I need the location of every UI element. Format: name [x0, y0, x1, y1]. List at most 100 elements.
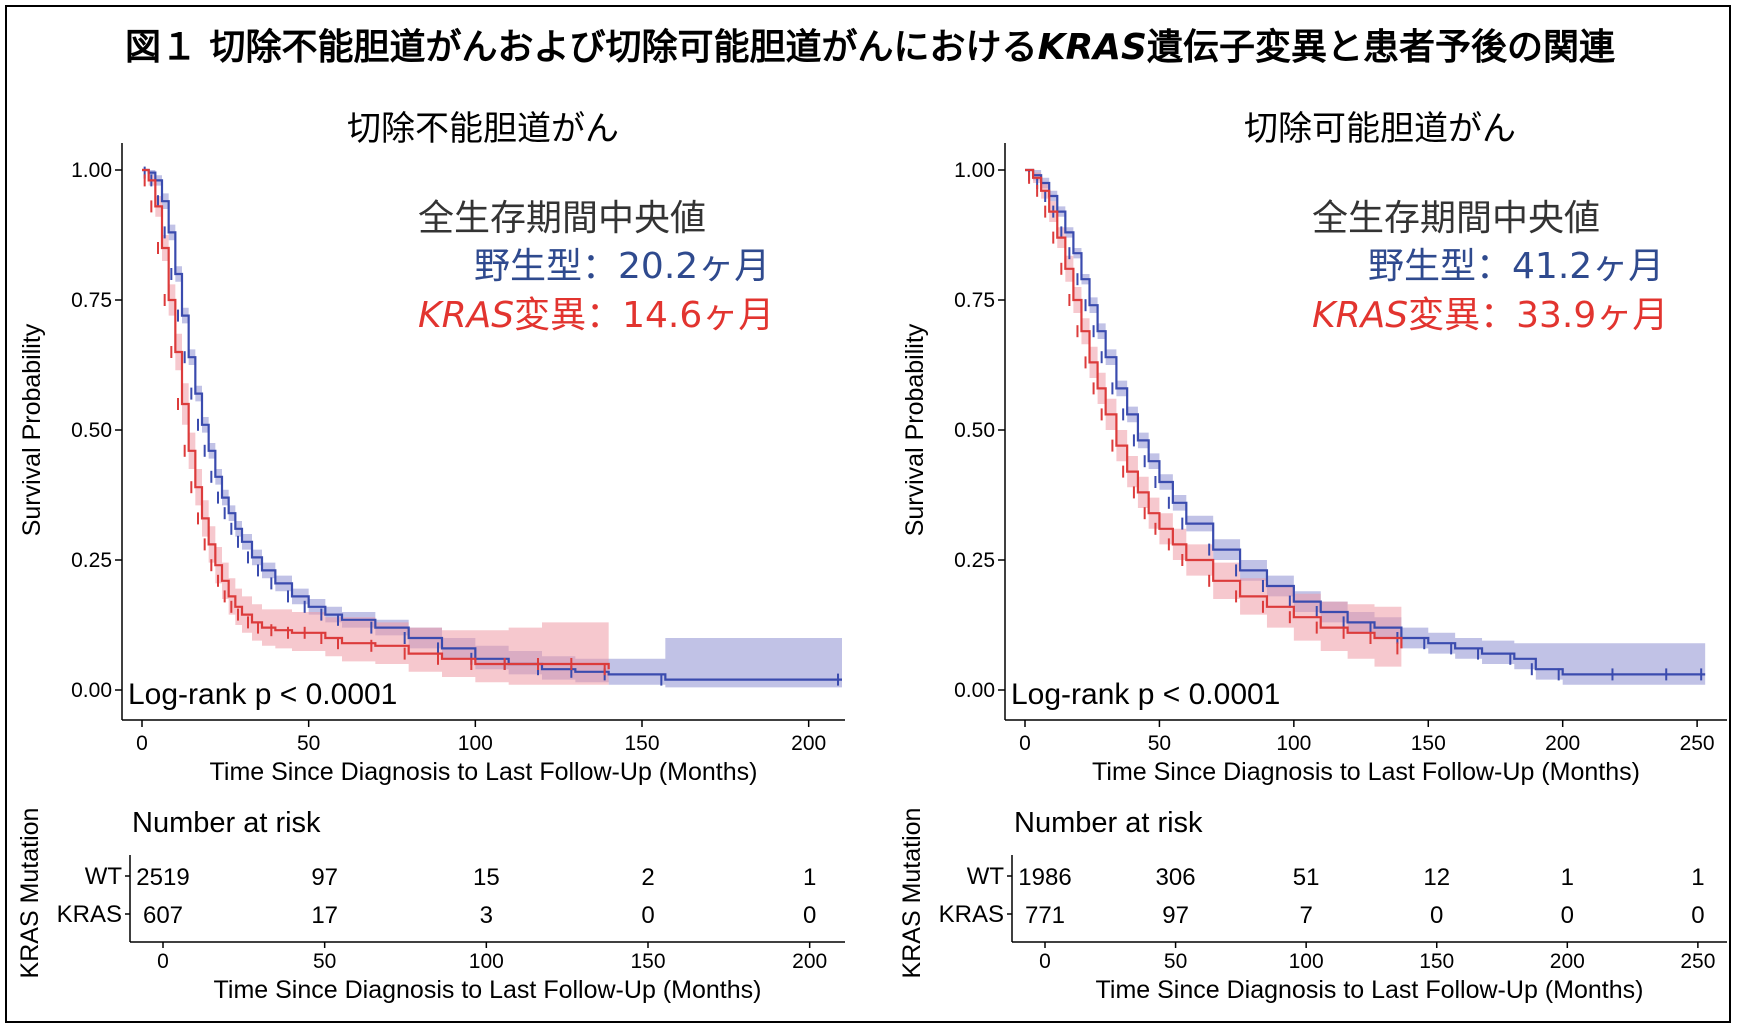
- risk-x-tick-label: 50: [1164, 950, 1187, 973]
- median-os-wt-label: 野生型: [474, 246, 582, 287]
- risk-x-tick-label: 100: [1289, 950, 1324, 973]
- figure-title-gene: KRAS: [1037, 27, 1147, 68]
- median-os-kras-gene: KRAS: [1312, 295, 1408, 336]
- y-tick-label: 0.50: [71, 419, 112, 442]
- risk-count: 7: [1299, 902, 1312, 929]
- x-tick-label: 0: [1019, 732, 1031, 755]
- risk-table-title: Number at risk: [1014, 807, 1203, 839]
- x-tick-label: 100: [1276, 732, 1311, 755]
- y-tick-label: 0.75: [954, 289, 995, 312]
- median-os-kras-value: ：14.6ヶ月: [586, 295, 774, 336]
- risk-side-label: KRAS Mutation: [16, 808, 44, 979]
- risk-count: 3: [480, 902, 493, 929]
- x-tick-label: 200: [791, 732, 826, 755]
- risk-row-label-kras: KRAS: [57, 901, 122, 928]
- x-axis-label: Time Since Diagnosis to Last Follow-Up (…: [1092, 758, 1640, 786]
- median-os-heading: 全生存期間中央値: [1312, 198, 1600, 239]
- x-tick-label: 150: [624, 732, 659, 755]
- risk-side-label: KRAS Mutation: [898, 808, 926, 979]
- risk-x-tick-label: 250: [1680, 950, 1715, 973]
- risk-x-tick-label: 200: [792, 950, 827, 973]
- risk-count: 0: [1561, 902, 1574, 929]
- risk-x-tick-label: 100: [469, 950, 504, 973]
- median-os-wt-value: ：20.2ヶ月: [582, 246, 770, 287]
- risk-count: 306: [1156, 864, 1196, 891]
- figure-frame: [5, 5, 1731, 1023]
- risk-count: 0: [803, 902, 816, 929]
- risk-count: 2: [641, 864, 654, 891]
- x-tick-label: 50: [1148, 732, 1171, 755]
- x-tick-label: 50: [297, 732, 320, 755]
- median-os-kras: KRAS変異：33.9ヶ月: [1312, 295, 1668, 336]
- risk-row-label-wt: WT: [967, 863, 1005, 890]
- risk-count: 12: [1423, 864, 1450, 891]
- risk-table-title: Number at risk: [132, 807, 321, 839]
- y-tick-label: 0.25: [71, 549, 112, 572]
- risk-table: Number at risk WT 2519 97 15 2 1 KRAS 607 17 3 0 0 0 5…: [16, 807, 845, 1004]
- risk-count: 1: [803, 864, 816, 891]
- ci-band-kras: [1025, 170, 1402, 675]
- risk-x-tick-label: 0: [1039, 950, 1051, 973]
- median-os-heading: 全生存期間中央値: [418, 198, 706, 239]
- risk-count: 607: [143, 902, 183, 929]
- log-rank-pvalue: Log-rank p < 0.0001: [128, 678, 397, 711]
- median-os-kras-suffix: 変異: [1408, 295, 1480, 336]
- risk-count: 771: [1025, 902, 1065, 929]
- y-tick-label: 0.25: [954, 549, 995, 572]
- median-os-wt: 野生型：41.2ヶ月: [1368, 246, 1664, 287]
- y-tick-label: 1.00: [954, 159, 995, 182]
- risk-table: Number at risk WT 1986 306 51 12 1 1 KRAS 771 97 7 0…: [898, 807, 1727, 1004]
- median-os-kras-gene: KRAS: [418, 295, 514, 336]
- risk-count: 97: [311, 864, 338, 891]
- ci-band-kras: [142, 170, 609, 688]
- y-tick-label: 0.00: [954, 679, 995, 702]
- median-os-wt-label: 野生型: [1368, 246, 1476, 287]
- y-tick-label: 0.00: [71, 679, 112, 702]
- x-tick-label: 0: [136, 732, 148, 755]
- median-os-kras: KRAS変異：14.6ヶ月: [418, 295, 774, 336]
- risk-x-axis-label: Time Since Diagnosis to Last Follow-Up (…: [214, 976, 762, 1004]
- median-os-kras-suffix: 変異: [514, 295, 586, 336]
- x-axis-label: Time Since Diagnosis to Last Follow-Up (…: [210, 758, 758, 786]
- median-os-wt: 野生型：20.2ヶ月: [474, 246, 770, 287]
- median-os-wt-value: ：41.2ヶ月: [1476, 246, 1664, 287]
- risk-x-tick-label: 150: [1419, 950, 1454, 973]
- risk-count: 1986: [1018, 864, 1071, 891]
- figure-title-prefix: 図１ 切除不能胆道がんおよび切除可能胆道がんにおける: [125, 27, 1038, 68]
- median-os-kras-value: ：33.9ヶ月: [1480, 295, 1668, 336]
- x-tick-label: 250: [1680, 732, 1715, 755]
- survival-curve-wt: [1025, 168, 1706, 676]
- x-tick-label: 150: [1411, 732, 1446, 755]
- figure-title-suffix: 遺伝子変異と患者予後の関連: [1146, 27, 1615, 68]
- panel-title: 切除可能胆道がん: [1244, 109, 1516, 149]
- risk-x-axis-label: Time Since Diagnosis to Last Follow-Up (…: [1096, 976, 1644, 1004]
- y-axis-label: Survival Probability: [18, 323, 46, 536]
- risk-count: 97: [1162, 902, 1189, 929]
- risk-row-label-kras: KRAS: [939, 901, 1004, 928]
- panel-title: 切除不能胆道がん: [347, 109, 619, 149]
- risk-x-tick-label: 50: [313, 950, 336, 973]
- y-axis-label: Survival Probability: [901, 323, 929, 536]
- risk-x-tick-label: 200: [1550, 950, 1585, 973]
- x-tick-label: 100: [458, 732, 493, 755]
- figure-title: 図１ 切除不能胆道がんおよび切除可能胆道がんにおけるKRAS遺伝子変異と患者予後…: [0, 18, 1740, 70]
- risk-count: 17: [311, 902, 338, 929]
- y-tick-label: 0.75: [71, 289, 112, 312]
- risk-count: 15: [473, 864, 500, 891]
- risk-count: 1: [1691, 864, 1704, 891]
- risk-count: 0: [1691, 902, 1704, 929]
- y-tick-label: 1.00: [71, 159, 112, 182]
- risk-count: 51: [1293, 864, 1320, 891]
- survival-curve-kras: [142, 168, 610, 670]
- survival-curve-wt: [142, 168, 842, 681]
- risk-count: 1: [1561, 864, 1574, 891]
- risk-x-tick-label: 150: [630, 950, 665, 973]
- risk-count: 2519: [136, 864, 189, 891]
- log-rank-pvalue: Log-rank p < 0.0001: [1011, 678, 1280, 711]
- risk-count: 0: [1430, 902, 1443, 929]
- risk-x-tick-label: 0: [157, 950, 169, 973]
- risk-row-label-wt: WT: [85, 863, 123, 890]
